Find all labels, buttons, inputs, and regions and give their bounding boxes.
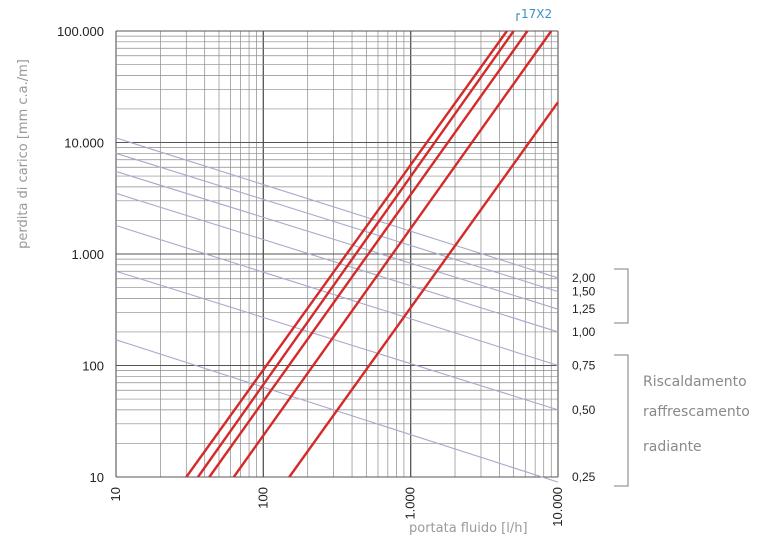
velocity-line <box>115 170 559 310</box>
velocity-label: 2,00 <box>572 271 596 285</box>
annotation-line-3: radiante <box>643 439 702 455</box>
y-tick-label: 100.000 <box>57 24 104 39</box>
chart-grid <box>115 30 559 478</box>
velocity-labels: 2,001,50 1,25 1,00 0,75 0,50 0,25 <box>572 271 596 484</box>
velocity-line <box>115 225 559 367</box>
velocity-lines <box>115 137 559 483</box>
pipe-line <box>185 30 508 478</box>
pipe-line <box>232 30 553 478</box>
y-tick-label: 100 <box>82 359 104 374</box>
velocity-line <box>115 270 559 411</box>
velocity-label: 0,75 <box>572 359 596 373</box>
y-axis-title: perdita di carico [mm c.a./m] <box>16 59 31 249</box>
velocity-label: 0,50 <box>572 403 596 417</box>
lower-velocity-bracket <box>614 354 629 487</box>
x-axis-title: portata fluido [l/h] <box>409 521 528 536</box>
y-tick-label: 1.000 <box>71 247 104 262</box>
velocity-label: 1,00 <box>572 325 596 339</box>
pipe-lines <box>185 30 559 478</box>
velocity-line <box>115 137 559 279</box>
pipe-line <box>196 30 515 478</box>
upper-velocity-bracket <box>614 268 629 324</box>
velocity-line <box>115 192 559 333</box>
velocity-line <box>115 152 559 293</box>
velocity-label: 0,25 <box>572 470 596 484</box>
diameter-label: 17X2 <box>521 7 552 21</box>
annotation-line-1: Riscaldamento <box>643 374 747 390</box>
x-tick-label: 100 <box>255 487 270 509</box>
diameter-marker <box>516 13 520 21</box>
annotation-line-2: raffrescamento <box>643 404 750 420</box>
axis-ticks: 10 100 1.000 10.000 100.000 10 100 1.000 10.000 <box>57 24 565 527</box>
x-tick-label: 10 <box>108 487 123 501</box>
pipe-line <box>288 101 559 478</box>
pipe-line <box>208 30 529 478</box>
y-tick-label: 10.000 <box>64 136 104 151</box>
y-tick-label: 10 <box>90 470 104 485</box>
x-tick-label: 1.000 <box>403 487 418 520</box>
x-tick-label: 10.000 <box>550 487 565 527</box>
velocity-label: 1,25 <box>572 302 596 316</box>
velocity-label: 1,50 <box>572 285 596 299</box>
